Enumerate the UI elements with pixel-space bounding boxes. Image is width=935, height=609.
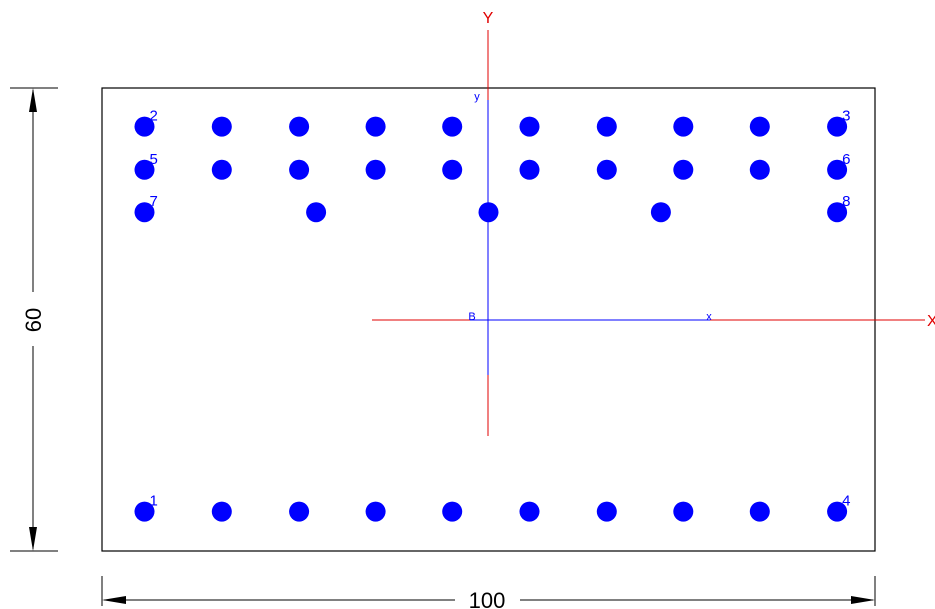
rebar: [519, 159, 540, 180]
rebar-label: 7: [150, 193, 158, 210]
global-axes: Y X: [372, 10, 935, 436]
rebar: [478, 202, 499, 223]
rebar: [673, 116, 694, 137]
width-label: 100: [469, 588, 506, 609]
width-arrow-right: [851, 596, 875, 604]
rebar: [365, 116, 386, 137]
rebar: [596, 501, 617, 522]
rebar: [134, 116, 155, 137]
rebar: [596, 116, 617, 137]
rebar: [749, 501, 770, 522]
rebar: [442, 501, 463, 522]
width-arrow-left: [102, 596, 126, 604]
rebar: [519, 501, 540, 522]
rebar: [827, 202, 848, 223]
rebar: [289, 116, 310, 137]
local-x-label: x: [706, 311, 712, 323]
rebar: [289, 159, 310, 180]
rebar: [519, 116, 540, 137]
rebar: [827, 116, 848, 137]
rebar: [306, 202, 327, 223]
height-arrow-bottom: [29, 527, 37, 551]
rebar-label: 1: [150, 493, 158, 510]
rebar: [442, 159, 463, 180]
local-y-label: y: [474, 91, 480, 103]
rebar: [211, 116, 232, 137]
centroid-label: B: [468, 311, 475, 323]
rebar-label: 4: [842, 493, 850, 510]
global-x-label: X: [927, 313, 935, 330]
rebar: [289, 501, 310, 522]
rebar: [365, 501, 386, 522]
rebar: [134, 501, 155, 522]
rebar: [134, 202, 155, 223]
rebar: [442, 116, 463, 137]
rebar: [211, 501, 232, 522]
rebar: [827, 159, 848, 180]
rebar-layer: 1 4 2 3 5 6 7 8: [134, 108, 850, 522]
rebar: [827, 501, 848, 522]
rebar-label: 5: [150, 151, 158, 168]
rebar-label: 8: [842, 193, 850, 210]
rebar: [650, 202, 671, 223]
rebar: [749, 116, 770, 137]
rebar-label: 3: [842, 108, 850, 125]
rebar-label: 6: [842, 151, 850, 168]
local-axes: y x B: [468, 91, 712, 375]
rebar: [596, 159, 617, 180]
rebar: [134, 159, 155, 180]
rebar: [749, 159, 770, 180]
global-y-label: Y: [483, 10, 494, 27]
height-label: 60: [21, 308, 46, 332]
width-dimension: 100: [101, 576, 876, 609]
rebar: [365, 159, 386, 180]
rebar-label: 2: [150, 108, 158, 125]
rebar: [673, 159, 694, 180]
rebar: [673, 501, 694, 522]
rebar: [211, 159, 232, 180]
height-dimension: 60: [10, 87, 58, 552]
height-arrow-top: [29, 88, 37, 112]
